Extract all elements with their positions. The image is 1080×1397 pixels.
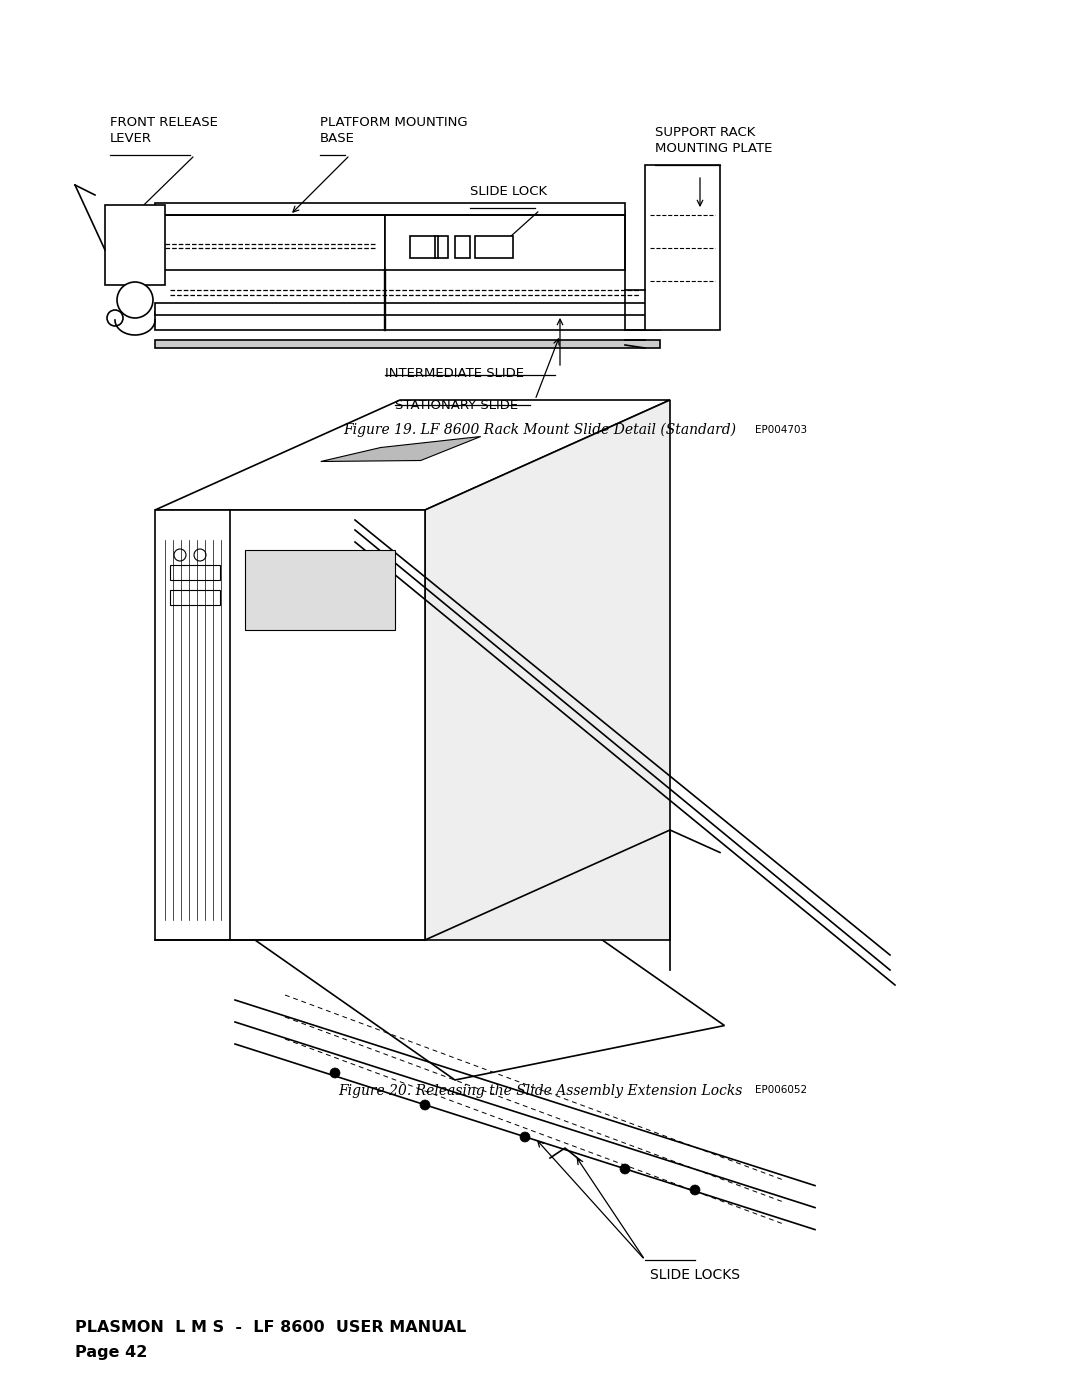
Text: STATIONARY SLIDE: STATIONARY SLIDE xyxy=(395,400,518,412)
Polygon shape xyxy=(321,436,481,461)
Circle shape xyxy=(117,282,153,319)
Bar xyxy=(156,303,660,314)
Bar xyxy=(156,312,660,330)
Bar xyxy=(455,236,470,258)
Bar xyxy=(245,550,395,630)
Polygon shape xyxy=(426,400,670,940)
Text: SUPPORT RACK
MOUNTING PLATE: SUPPORT RACK MOUNTING PLATE xyxy=(654,126,772,155)
Text: EP004703: EP004703 xyxy=(755,425,807,434)
Polygon shape xyxy=(156,400,670,510)
Circle shape xyxy=(107,310,123,326)
Circle shape xyxy=(690,1185,700,1194)
Text: Figure 20. Releasing the Slide Assembly Extension Locks: Figure 20. Releasing the Slide Assembly … xyxy=(338,1084,742,1098)
Bar xyxy=(475,236,513,258)
Text: EP006052: EP006052 xyxy=(755,1085,807,1095)
Circle shape xyxy=(620,1164,630,1173)
Text: PLASMON  L M S  -  LF 8600  USER MANUAL: PLASMON L M S - LF 8600 USER MANUAL xyxy=(75,1320,467,1336)
Bar xyxy=(105,205,165,285)
Text: PLATFORM MOUNTING
BASE: PLATFORM MOUNTING BASE xyxy=(320,116,468,145)
Bar xyxy=(170,564,220,580)
Polygon shape xyxy=(255,886,725,1080)
Bar xyxy=(170,590,220,605)
Text: Page 42: Page 42 xyxy=(75,1345,147,1361)
Circle shape xyxy=(420,1099,430,1111)
Text: Figure 19. LF 8600 Rack Mount Slide Detail (Standard): Figure 19. LF 8600 Rack Mount Slide Deta… xyxy=(343,423,737,437)
Bar xyxy=(645,165,720,330)
Bar xyxy=(156,203,625,215)
Text: FRONT RELEASE
LEVER: FRONT RELEASE LEVER xyxy=(110,116,218,145)
Bar xyxy=(156,339,660,348)
Circle shape xyxy=(519,1132,530,1141)
Text: SLIDE LOCK: SLIDE LOCK xyxy=(470,184,548,198)
Bar xyxy=(410,236,448,258)
Text: INTERMEDIATE SLIDE: INTERMEDIATE SLIDE xyxy=(384,367,524,380)
Polygon shape xyxy=(156,510,426,940)
Bar xyxy=(384,210,625,270)
Circle shape xyxy=(330,1067,340,1078)
Bar xyxy=(156,215,384,270)
Text: SLIDE LOCKS: SLIDE LOCKS xyxy=(650,1268,740,1282)
